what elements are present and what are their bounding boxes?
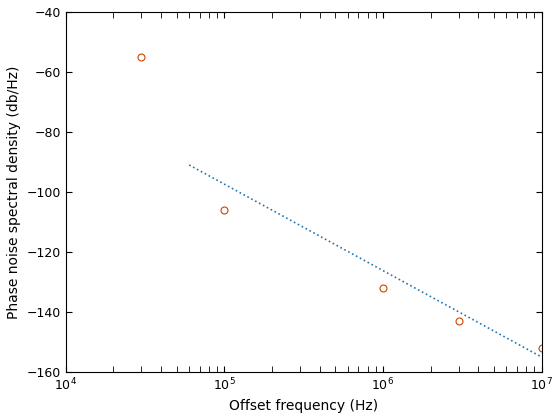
X-axis label: Offset frequency (Hz): Offset frequency (Hz) xyxy=(229,399,378,413)
Y-axis label: Phase noise spectral density (db/Hz): Phase noise spectral density (db/Hz) xyxy=(7,65,21,319)
